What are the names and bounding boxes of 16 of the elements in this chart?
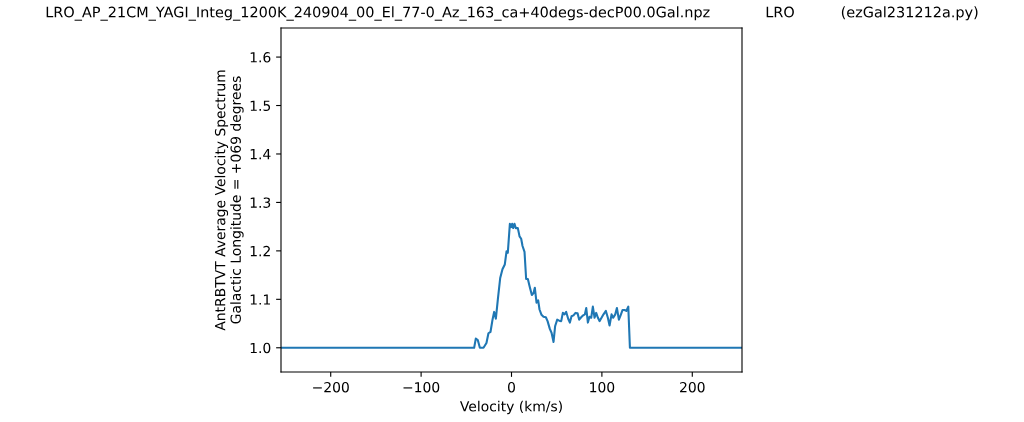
x-tick-label: −100: [403, 381, 440, 393]
y-tick-label: 1.5: [250, 100, 271, 111]
x-tick-label: 100: [590, 381, 615, 393]
x-tick-label: 200: [680, 381, 705, 393]
x-tick-label: −200: [313, 381, 349, 393]
y-tick-label: 1.3: [250, 197, 271, 208]
x-tick-label: 0: [508, 381, 515, 393]
x-axis-title: Velocity (km/s): [460, 400, 562, 415]
y-tick-label: 1.0: [250, 342, 271, 354]
y-tick-label: 1.4: [250, 149, 271, 160]
y-axis-title: AntRBTVT Average Velocity Spectrum Galactic Longitude = +069 degrees: [214, 70, 244, 331]
y-tick-label: 1.2: [250, 245, 270, 257]
line-series: [281, 222, 742, 349]
y-tick-label: 1.6: [250, 52, 271, 63]
chart-title: LRO_AP_21CM_YAGI_Integ_1200K_240904_00_El_77-0_Az_163_ca+40degs-decP00.0Gal.npz LRO (ezGal231212a.py): [46, 6, 978, 21]
y-tick-label: 1.1: [250, 294, 270, 305]
